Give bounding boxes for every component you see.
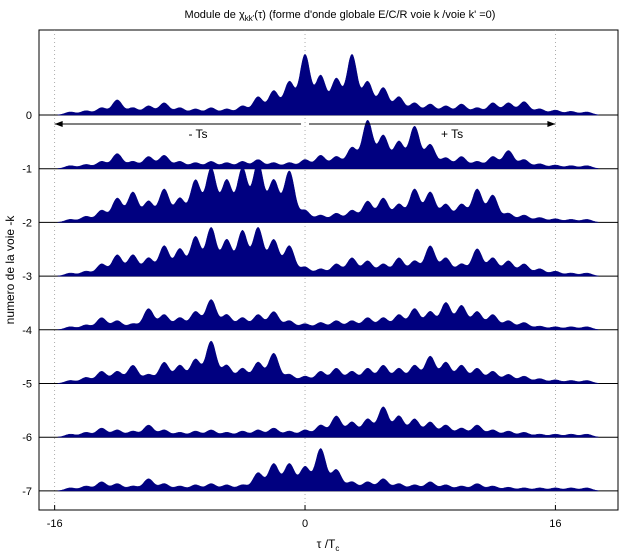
chart-title-suffix: (forme d'onde globale E/C/R voie k /voie…	[266, 9, 496, 21]
chart-title-symbol: χ	[239, 9, 245, 21]
channel-envelope-area	[57, 406, 599, 438]
x-tick-label: 0	[302, 518, 308, 530]
channel-envelope-area	[57, 119, 599, 169]
x-tick-label: -16	[47, 518, 63, 530]
y-tick-label: -5	[22, 379, 32, 391]
y-tick-label: -6	[22, 432, 32, 444]
channel-envelope-area	[57, 340, 599, 384]
channel-envelope-area	[57, 448, 599, 492]
chart-title: Module de χkk'(τ) (forme d'onde globale …	[185, 9, 496, 23]
arrow-head	[54, 121, 63, 127]
y-axis-label: numero de la voie -k	[3, 215, 17, 325]
x-tick-layer: -16 0 16	[47, 518, 562, 530]
channel-envelope-area	[57, 161, 599, 223]
chart-title-argument: (τ)	[254, 9, 266, 21]
channel-envelope-area	[57, 299, 599, 331]
series-layer	[57, 53, 599, 492]
y-tick-label: 0	[26, 110, 32, 122]
channel-envelope-area	[57, 53, 599, 116]
annotation-layer: - Ts + Ts	[54, 121, 556, 141]
x-axis-label-main: τ /T	[317, 537, 336, 551]
x-axis-label-subscript: c	[335, 544, 339, 553]
y-tick-label: -2	[22, 217, 32, 229]
annotation-minus-ts: - Ts	[188, 127, 207, 141]
annotation-plus-ts: + Ts	[441, 127, 463, 141]
chart-title-subscript: kk'	[245, 14, 255, 23]
chart-title-prefix: Module de	[185, 9, 239, 21]
channel-envelope-area	[57, 226, 599, 277]
y-tick-layer: 0 -1 -2 -3 -4 -5 -6 -7	[22, 110, 32, 498]
x-axis-label: τ /Tc	[317, 537, 340, 553]
x-tick-label: 16	[549, 518, 561, 530]
y-tick-label: -3	[22, 271, 32, 283]
y-tick-label: -4	[22, 325, 32, 337]
plot-frame	[38, 29, 619, 511]
y-tick-label: -7	[22, 486, 32, 498]
y-tick-label: -1	[22, 164, 32, 176]
arrow-head	[547, 121, 556, 127]
